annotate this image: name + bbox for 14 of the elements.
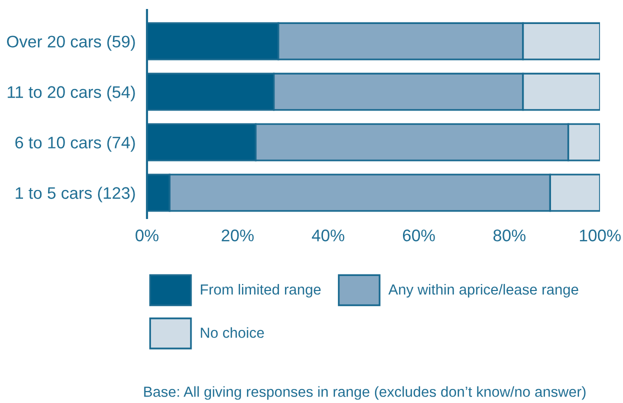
text: Base: All giving responses in range (excludes don’t know/no answer) [144, 386, 586, 400]
y-tick-label: Over 20 cars (59) [7, 35, 135, 51]
x-tick-label: 60% [402, 230, 435, 242]
legend-label: From limited range [200, 284, 321, 298]
y-tick-label: 1 to 5 cars (123) [16, 186, 135, 202]
y-tick-label: 6 to 10 cars (74) [15, 136, 135, 152]
x-tick-label: 20% [222, 230, 254, 242]
x-tick-label: 0% [136, 230, 158, 242]
x-tick-label: 40% [312, 230, 344, 242]
x-tick-label: 80% [493, 230, 526, 242]
legend-label: No choice [200, 327, 264, 338]
y-tick-label: 11 to 20 cars (54) [8, 86, 135, 102]
x-tick-label: 100% [580, 230, 621, 242]
legend-label: Any within aprice/lease range [388, 284, 578, 298]
